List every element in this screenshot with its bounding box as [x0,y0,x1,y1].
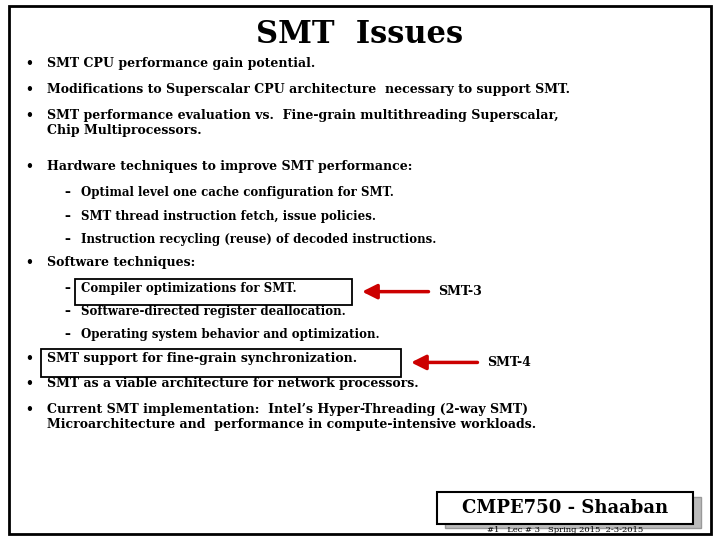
Text: Current SMT implementation:  Intel’s Hyper-Threading (2-way SMT)
Microarchitectu: Current SMT implementation: Intel’s Hype… [47,403,536,431]
FancyBboxPatch shape [75,279,352,305]
Text: SMT as a viable architecture for network processors.: SMT as a viable architecture for network… [47,377,418,390]
Text: •: • [25,256,33,269]
Text: SMT CPU performance gain potential.: SMT CPU performance gain potential. [47,57,315,70]
Text: SMT-4: SMT-4 [487,356,531,369]
Text: –: – [65,210,71,222]
FancyBboxPatch shape [41,349,401,377]
Text: #1   Lec # 3   Spring 2015  2-3-2015: #1 Lec # 3 Spring 2015 2-3-2015 [487,526,644,534]
Text: –: – [65,328,71,341]
Text: •: • [25,109,33,122]
Text: SMT performance evaluation vs.  Fine-grain multithreading Superscalar,
Chip Mult: SMT performance evaluation vs. Fine-grai… [47,109,559,137]
Text: SMT thread instruction fetch, issue policies.: SMT thread instruction fetch, issue poli… [81,210,376,222]
Text: CMPE750 - Shaaban: CMPE750 - Shaaban [462,499,668,517]
Text: –: – [65,186,71,199]
Text: –: – [65,282,71,295]
Text: SMT-3: SMT-3 [438,285,482,298]
Text: •: • [25,160,33,173]
Text: •: • [25,57,33,70]
Text: Operating system behavior and optimization.: Operating system behavior and optimizati… [81,328,379,341]
Text: Software techniques:: Software techniques: [47,256,195,269]
Text: Modifications to Superscalar CPU architecture  necessary to support SMT.: Modifications to Superscalar CPU archite… [47,83,570,96]
FancyBboxPatch shape [445,497,701,528]
Text: •: • [25,377,33,390]
Text: Optimal level one cache configuration for SMT.: Optimal level one cache configuration fo… [81,186,394,199]
Text: Compiler optimizations for SMT.: Compiler optimizations for SMT. [81,282,296,295]
Text: •: • [25,352,33,365]
Text: SMT  Issues: SMT Issues [256,19,464,50]
Text: •: • [25,83,33,96]
Text: SMT support for fine-grain synchronization.: SMT support for fine-grain synchronizati… [47,352,357,365]
FancyBboxPatch shape [9,6,711,534]
FancyBboxPatch shape [437,492,693,524]
Text: Hardware techniques to improve SMT performance:: Hardware techniques to improve SMT perfo… [47,160,412,173]
Text: –: – [65,305,71,318]
Text: Instruction recycling (reuse) of decoded instructions.: Instruction recycling (reuse) of decoded… [81,233,436,246]
Text: –: – [65,233,71,246]
Text: Software-directed register deallocation.: Software-directed register deallocation. [81,305,346,318]
Text: •: • [25,403,33,416]
